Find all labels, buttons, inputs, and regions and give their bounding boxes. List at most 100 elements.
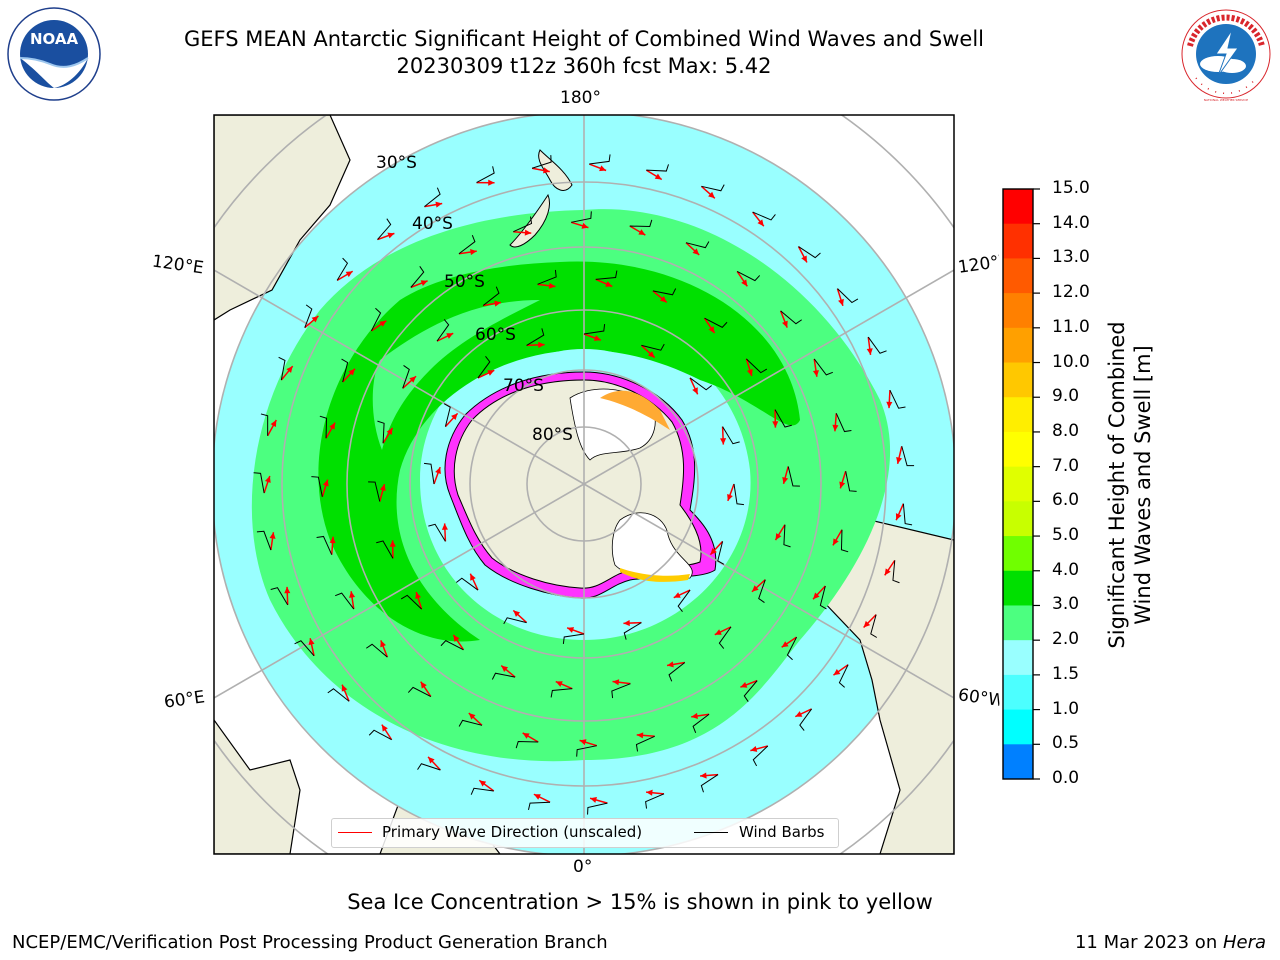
wind-barb: [870, 614, 878, 638]
wave-arrow-head: [636, 732, 644, 739]
wave-arrow-head: [348, 368, 355, 376]
wind-barb: [589, 154, 611, 165]
wave-arrow-head: [647, 351, 655, 358]
wind-barb: [840, 529, 849, 553]
wind-barb: [368, 729, 392, 741]
wind-barb: [260, 413, 269, 436]
wave-arrow-head: [579, 739, 587, 746]
credit-text: NCEP/EMC/Verification Post Processing Pr…: [12, 932, 608, 953]
wind-barb: [294, 640, 315, 657]
lat-label-50s: 50°S: [444, 272, 485, 292]
colorbar-tick-label: 5.0: [1052, 525, 1080, 546]
wave-arrow-head: [599, 165, 607, 172]
colorbar-block: [1003, 501, 1033, 537]
wave-arrow-head: [866, 348, 873, 355]
wave-arrow-head: [646, 789, 653, 796]
wind-barb: [410, 266, 425, 288]
wave-arrow-head: [567, 627, 575, 633]
wave-arrow-head: [884, 568, 891, 576]
wave-arrow-head: [264, 475, 271, 483]
wind-barb: [376, 540, 394, 559]
wave-arrow-head: [659, 296, 667, 303]
wind-barb: [443, 403, 451, 427]
wind-barb: [477, 356, 491, 379]
wind-barb: [889, 389, 906, 409]
wind-barb: [316, 535, 333, 555]
wind-barb: [515, 740, 539, 749]
wave-arrow-head: [612, 679, 620, 686]
lon-label-180: 180°: [560, 88, 601, 108]
noaa-logo-text: NOAA: [30, 30, 79, 48]
wave-arrow-head: [453, 634, 460, 642]
wave-arrow-head: [623, 620, 630, 627]
wave-arrow-head: [757, 219, 764, 227]
wind-barb: [491, 672, 516, 680]
wave-arrow-head: [746, 369, 753, 376]
wave-arrow-head: [494, 300, 501, 307]
wind-barb: [503, 617, 527, 625]
wave-arrow-head: [781, 641, 789, 648]
wave-arrow-head: [446, 333, 454, 339]
wind-barb: [758, 579, 766, 603]
colorbar-tick-label: 6.0: [1052, 490, 1080, 511]
nws-logo-text: NATIONAL WEATHER SERVICE: [1204, 98, 1249, 102]
colorbar: [1002, 188, 1040, 780]
wind-barb: [611, 683, 631, 699]
wind-barb: [336, 257, 349, 281]
wave-arrow-head: [896, 456, 903, 464]
wind-barb: [436, 319, 450, 342]
wind-barb: [424, 462, 435, 485]
colorbar-block: [1003, 605, 1033, 641]
wind-barb: [786, 636, 798, 661]
colorbar-tick-label: 14.0: [1052, 212, 1090, 233]
colorbar-block: [1003, 327, 1033, 364]
wave-arrow-head: [710, 547, 717, 555]
wave-arrow-head: [714, 629, 722, 635]
wave-arrow-head: [795, 711, 803, 717]
wave-direction-arrows: [253, 154, 915, 815]
colorbar-tick-label: 0.5: [1052, 733, 1080, 754]
wind-barb: [368, 481, 381, 502]
colorbar-block: [1003, 709, 1033, 745]
wave-arrow-head: [895, 513, 902, 521]
wind-barb: [787, 466, 800, 487]
wave-arrow-head: [329, 536, 336, 544]
colorbar-block: [1003, 431, 1033, 468]
wind-barb: [701, 184, 725, 192]
wave-arrow-head: [269, 532, 276, 539]
colorbar-tick-label: 7.0: [1052, 455, 1080, 476]
wave-arrow-head: [415, 592, 422, 599]
wave-arrow-head: [381, 724, 388, 732]
wind-barb: [424, 187, 441, 208]
wind-barb: [458, 719, 483, 727]
wave-arrow-head: [349, 591, 356, 598]
colorbar-label-line2: Wind Waves and Swell [m]: [1131, 345, 1155, 625]
wind-barb: [527, 801, 551, 810]
wave-arrow-head: [435, 201, 443, 208]
wave-arrow-head: [387, 232, 395, 239]
colorbar-block: [1003, 674, 1033, 711]
wind-barb: [837, 288, 859, 304]
colorbar-block: [1003, 744, 1033, 780]
colorbar-tick-label: 12.0: [1052, 282, 1090, 303]
wind-barb: [256, 530, 272, 551]
wind-barb: [526, 328, 545, 346]
wind-barb: [407, 686, 432, 698]
wind-barb: [623, 622, 642, 640]
wind-barb: [583, 324, 606, 335]
wave-arrow-head: [420, 681, 427, 689]
wave-arrow-head: [863, 620, 871, 628]
wind-barb: [270, 587, 289, 606]
colorbar-block: [1003, 223, 1033, 259]
wave-arrow-head: [543, 167, 550, 174]
wind-barb: [571, 211, 592, 223]
wind-barb: [513, 216, 533, 233]
wave-arrow-head: [524, 229, 532, 236]
wave-arrow-head: [740, 682, 748, 688]
wave-arrow-head: [341, 684, 348, 692]
wind-barb: [892, 560, 900, 584]
colorbar-block: [1003, 570, 1033, 606]
wave-arrow-head: [409, 376, 417, 383]
map-frame: [213, 114, 955, 855]
